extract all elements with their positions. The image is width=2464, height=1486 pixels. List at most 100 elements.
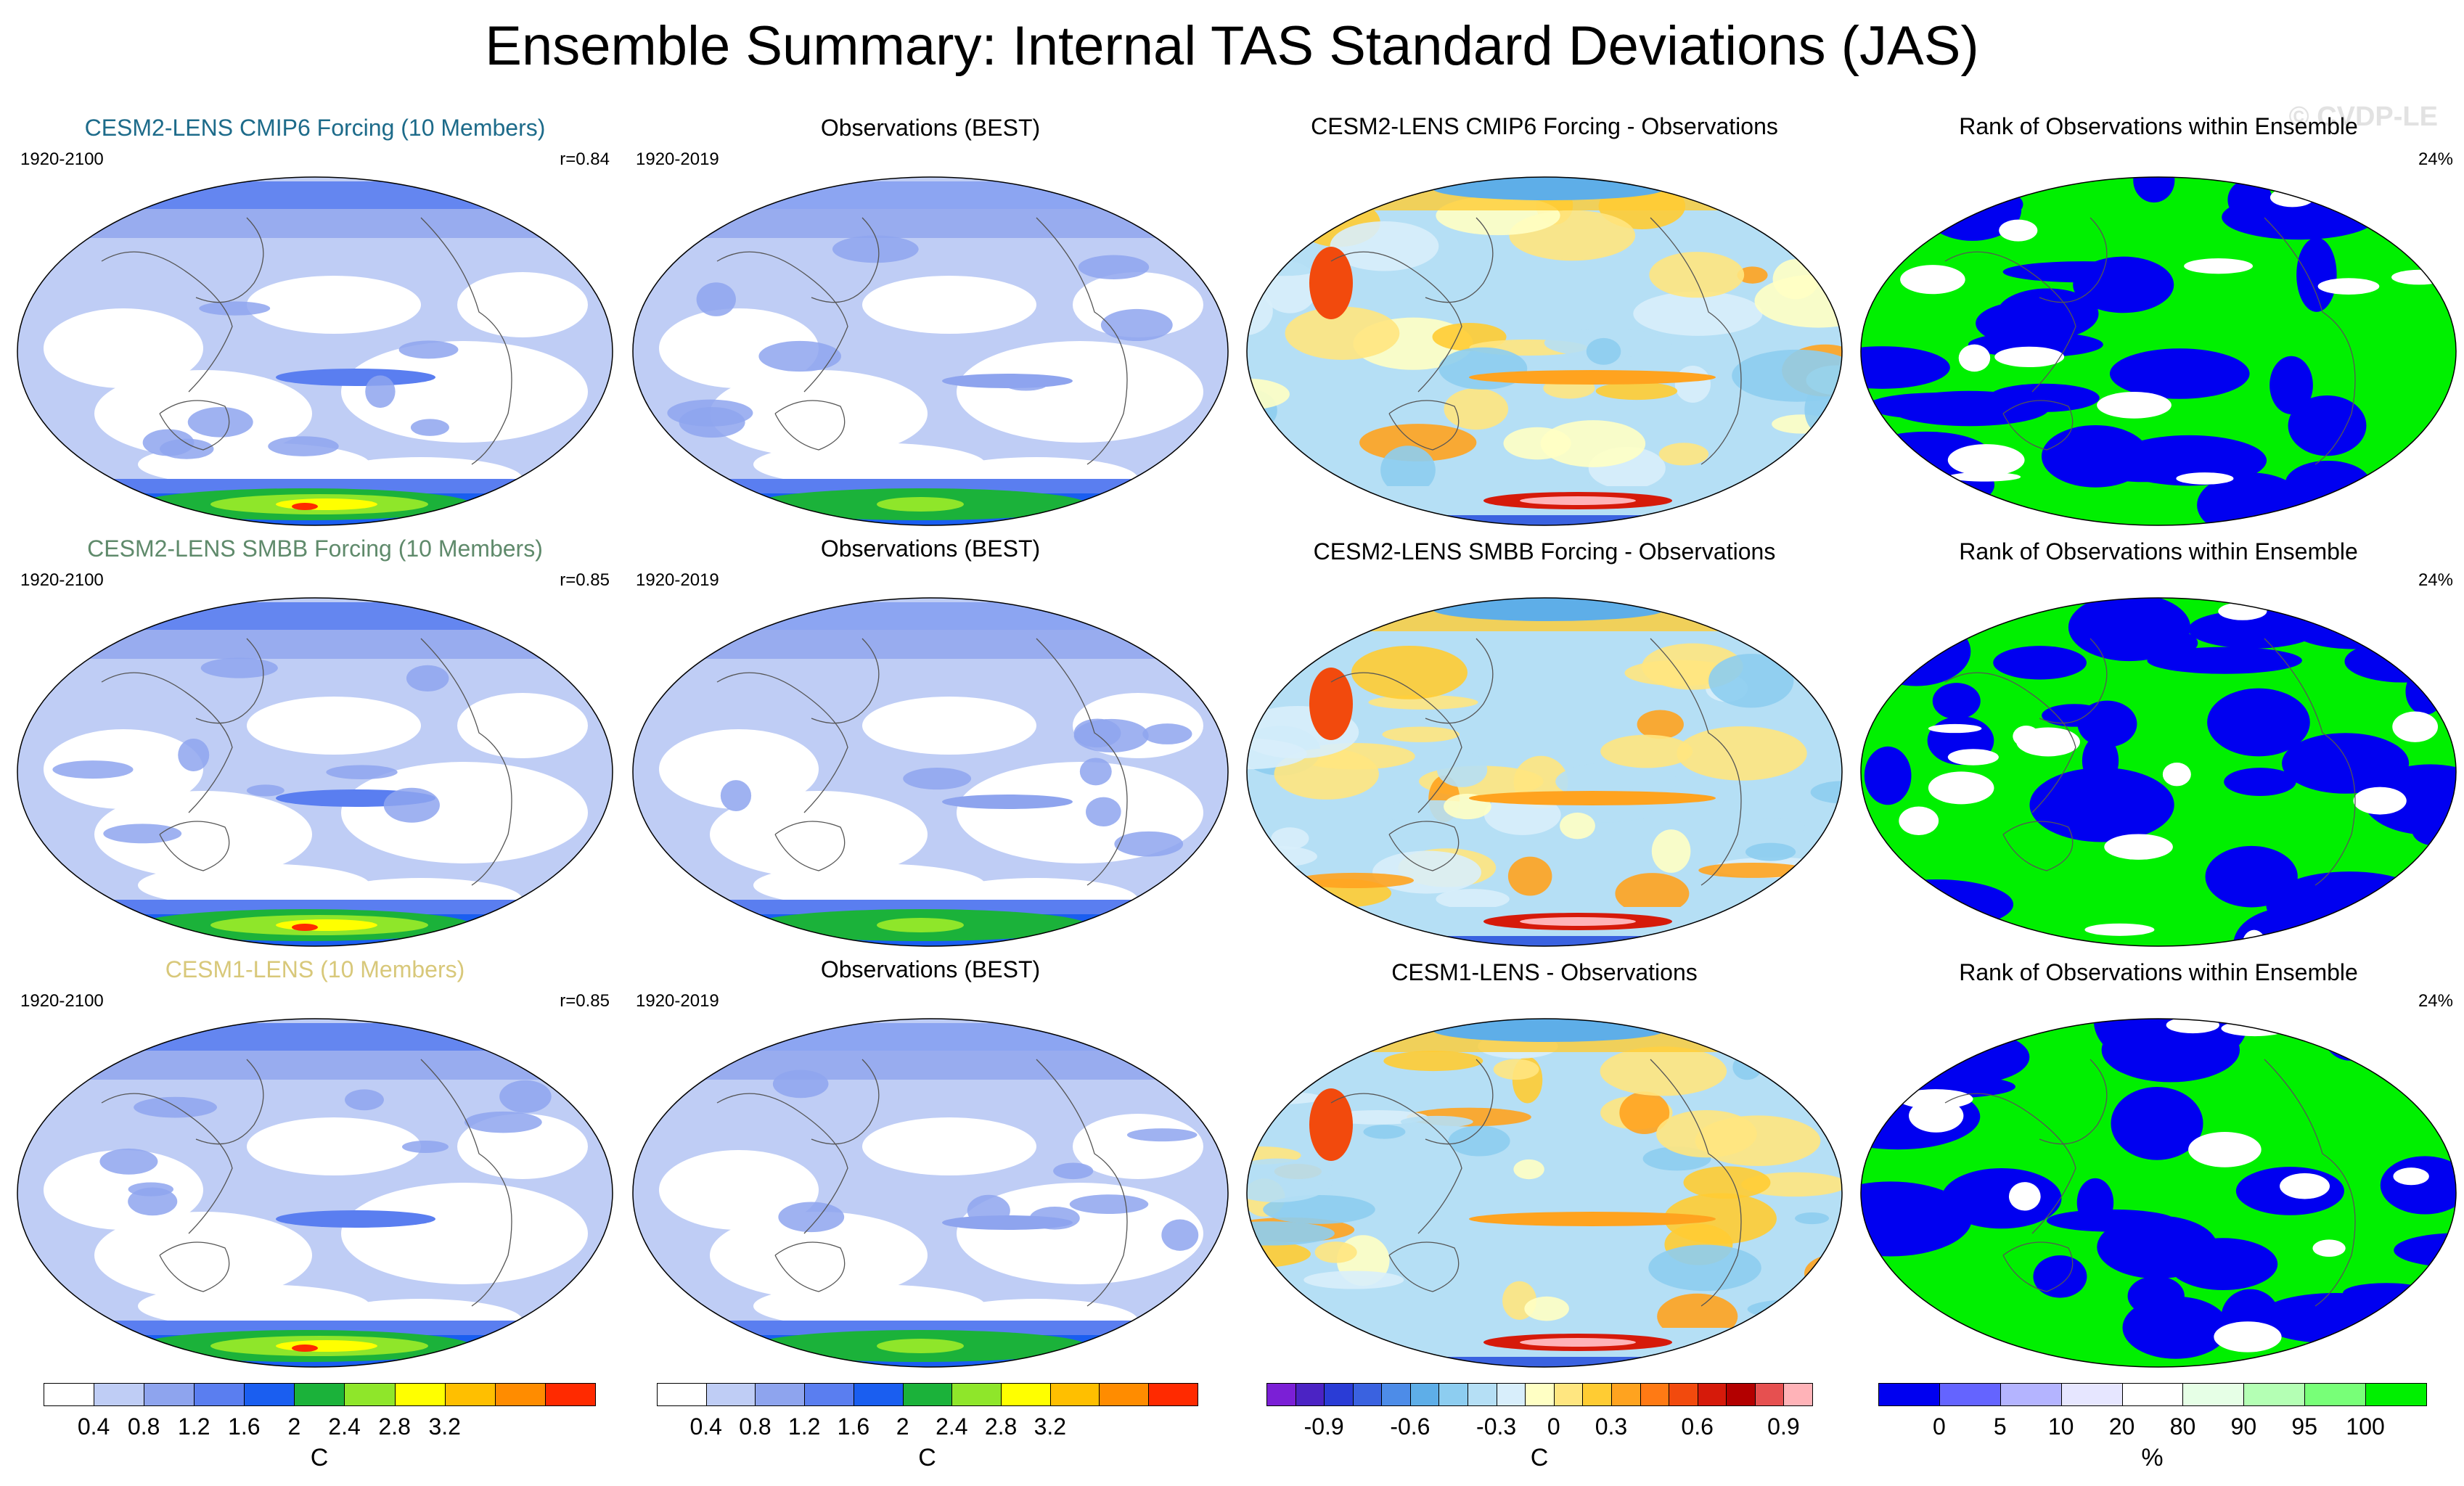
colorbar-tick-label: 2.4 — [328, 1413, 361, 1440]
panel-title: CESM2-LENS SMBB Forcing - Observations — [1313, 538, 1776, 565]
period-label: 1920-2019 — [636, 991, 719, 1011]
colorbar-swatch — [44, 1384, 95, 1405]
global-map — [1858, 595, 2459, 949]
panel-title: Rank of Observations within Ensemble — [1959, 113, 2358, 139]
colorbar-swatch — [1325, 1384, 1354, 1405]
watermark: © CVDP-LE — [2288, 102, 2438, 132]
colorbar-swatch — [1611, 1384, 1641, 1405]
global-map — [1858, 174, 2459, 528]
colorbar-tick-labels: 0.4 0.8 1.2 1.6 2 2.4 2.8 3.2 — [657, 1413, 1198, 1442]
panel-title: CESM2-LENS CMIP6 Forcing (10 Members) — [84, 115, 546, 141]
colorbar-boxes — [657, 1383, 1198, 1406]
colorbar-swatch — [658, 1384, 707, 1405]
global-map — [630, 1016, 1231, 1370]
colorbar-unit-label: C — [310, 1444, 329, 1471]
colorbar-swatch — [1296, 1384, 1325, 1405]
colorbar-swatch — [706, 1384, 756, 1405]
colorbar-tick-label: -0.9 — [1303, 1413, 1344, 1440]
colorbar-swatch — [903, 1384, 953, 1405]
colorbar-tick-label: 1.6 — [228, 1413, 261, 1440]
panel-model-row3: CESM1-LENS (10 Members) 1920-2100 r=0.85 — [7, 951, 623, 1371]
colorbar-swatch — [1698, 1384, 1727, 1405]
pattern-correlation-label: r=0.85 — [560, 570, 610, 590]
colorbar-swatch — [1050, 1384, 1100, 1405]
colorbar-tick-label: 0 — [1547, 1413, 1560, 1440]
colorbar-tick-label: 90 — [2230, 1413, 2257, 1440]
panel-title: Observations (BEST) — [820, 115, 1041, 141]
colorbar-tick-label: 20 — [2108, 1413, 2135, 1440]
colorbar-tick-labels: 0.4 0.8 1.2 1.6 2 2.4 2.8 3.2 — [44, 1413, 595, 1442]
colorbar-swatch — [1554, 1384, 1584, 1405]
colorbar-swatch — [2000, 1384, 2062, 1405]
colorbar-tick-label: 1.2 — [178, 1413, 210, 1440]
period-label: 1920-2100 — [20, 149, 104, 169]
colorbar-swatch — [1468, 1384, 1497, 1405]
colorbar-swatch — [1755, 1384, 1785, 1405]
panel-rank-row1: Rank of Observations within Ensemble 24% — [1851, 109, 2464, 530]
colorbar-swatch — [1939, 1384, 2001, 1405]
colorbar-tick-label: 0.8 — [739, 1413, 771, 1440]
colorbar-tick-labels: -0.9 -0.6 -0.3 0 0.3 0.6 0.9 — [1266, 1413, 1812, 1442]
colorbar-swatch — [854, 1384, 904, 1405]
rank-percent-label: 24% — [2418, 149, 2453, 169]
colorbar-swatch — [495, 1384, 546, 1405]
panel-title: Rank of Observations within Ensemble — [1959, 538, 2358, 565]
global-map — [1244, 1016, 1845, 1370]
panel-model-row2: CESM2-LENS SMBB Forcing (10 Members) 1920… — [7, 530, 623, 951]
colorbar-tick-label: -0.3 — [1476, 1413, 1517, 1440]
colorbar-tick-label: 3.2 — [428, 1413, 461, 1440]
colorbar-tick-label: 2 — [287, 1413, 301, 1440]
colorbar-swatch — [805, 1384, 854, 1405]
panel-rank-row3: Rank of Observations within Ensemble 24% — [1851, 951, 2464, 1371]
colorbar-swatch — [545, 1384, 595, 1405]
colorbar-tick-label: 0.8 — [127, 1413, 160, 1440]
colorbar-swatch — [144, 1384, 195, 1405]
colorbar-swatch — [2366, 1384, 2426, 1405]
colorbar-tick-label: 2.4 — [936, 1413, 968, 1440]
colorbar-tick-label: 0.6 — [1681, 1413, 1714, 1440]
colorbar-swatch — [1002, 1384, 1051, 1405]
colorbar-tick-label: 0.9 — [1767, 1413, 1800, 1440]
colorbar-tick-label: 0.4 — [689, 1413, 722, 1440]
colorbar-swatch — [445, 1384, 496, 1405]
colorbar-swatch — [1382, 1384, 1411, 1405]
global-map — [1244, 174, 1845, 528]
panel-title: CESM2-LENS CMIP6 Forcing - Observations — [1311, 113, 1778, 139]
colorbar-swatch — [1100, 1384, 1150, 1405]
panel-title: CESM2-LENS SMBB Forcing (10 Members) — [87, 535, 543, 562]
colorbar-swatch — [1669, 1384, 1698, 1405]
colorbar-tick-label: 2.8 — [984, 1413, 1018, 1440]
panel-title: CESM1-LENS - Observations — [1391, 959, 1698, 985]
colorbar-swatch — [1353, 1384, 1383, 1405]
colorbar-swatch — [1439, 1384, 1469, 1405]
colorbar-tick-label: 0.3 — [1595, 1413, 1628, 1440]
panel-diff-row3: CESM1-LENS - Observations — [1237, 951, 1852, 1371]
colorbar-unit-label: C — [918, 1444, 936, 1471]
colorbar-tick-label: 0.4 — [77, 1413, 110, 1440]
colorbar-tick-label: 1.6 — [837, 1413, 870, 1440]
colorbar-tick-label: 95 — [2291, 1413, 2318, 1440]
colorbar-stddev-right: 0.4 0.8 1.2 1.6 2 2.4 2.8 3.2 C — [657, 1383, 1198, 1485]
colorbar-swatch — [345, 1384, 396, 1405]
colorbar-swatch — [1727, 1384, 1756, 1405]
colorbar-swatch — [94, 1384, 145, 1405]
colorbar-boxes — [1266, 1383, 1813, 1406]
panel-model-row1: CESM2-LENS CMIP6 Forcing (10 Members) 192… — [7, 109, 623, 530]
colorbar-swatch — [2183, 1384, 2245, 1405]
colorbar-tick-label: 1.2 — [787, 1413, 821, 1440]
colorbar-swatch — [395, 1384, 446, 1405]
colorbar-swatch — [1410, 1384, 1440, 1405]
colorbar-swatch — [1267, 1384, 1296, 1405]
colorbar-tick-label: 10 — [2047, 1413, 2074, 1440]
colorbar-difference: -0.9 -0.6 -0.3 0 0.3 0.6 0.9 C — [1266, 1383, 1813, 1485]
global-map — [630, 595, 1231, 949]
colorbar-swatch — [295, 1384, 345, 1405]
colorbar-tick-labels: 0 5 10 20 80 90 95 100 — [1878, 1413, 2426, 1442]
panel-obs-row1: Observations (BEST) 1920-2019 — [623, 109, 1238, 530]
colorbar-stddev-left: 0.4 0.8 1.2 1.6 2 2.4 2.8 3.2 C — [44, 1383, 596, 1485]
colorbar-tick-label: 100 — [2346, 1413, 2385, 1440]
rank-percent-label: 24% — [2418, 991, 2453, 1011]
colorbar-unit-label: % — [2141, 1444, 2164, 1471]
colorbar-swatch — [245, 1384, 295, 1405]
global-map — [1858, 1016, 2459, 1370]
